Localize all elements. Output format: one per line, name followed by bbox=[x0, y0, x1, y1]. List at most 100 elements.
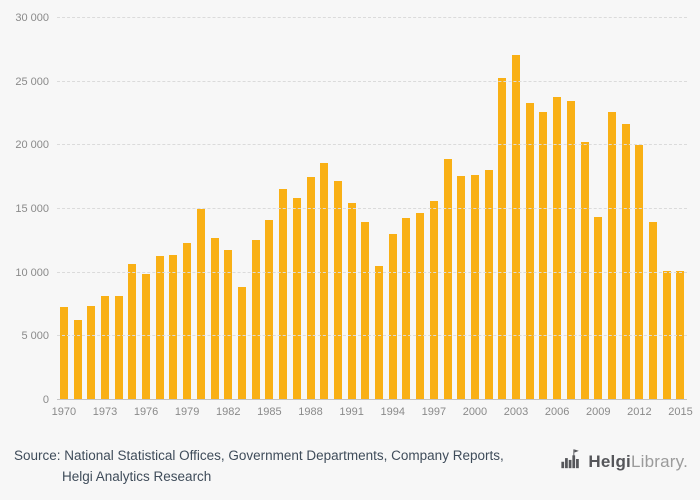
bar-1991 bbox=[347, 202, 356, 400]
bar-slot: 1976 bbox=[134, 18, 158, 418]
bar-slot bbox=[331, 18, 345, 400]
bar-1972 bbox=[87, 305, 96, 400]
bar-1982 bbox=[224, 249, 233, 400]
bar-slot: 1982 bbox=[216, 18, 241, 418]
bar-slot bbox=[372, 18, 386, 400]
bar-2001 bbox=[484, 169, 493, 400]
bar-2002 bbox=[498, 77, 507, 400]
bar-1979 bbox=[183, 243, 192, 400]
plot-area: 1970 1973 1976 1979 1982 1985 1988 1991 1994 1997… bbox=[15, 12, 693, 418]
source-note: Source: National Statistical Offices, Go… bbox=[14, 446, 504, 488]
bar-1973 bbox=[100, 295, 109, 400]
y-axis-tick-label: 5 000 bbox=[21, 330, 49, 343]
bar-1987 bbox=[292, 197, 301, 400]
bar-1989 bbox=[320, 163, 329, 400]
bar-1988 bbox=[306, 177, 315, 400]
bar-1999 bbox=[457, 175, 466, 400]
bar-slot: 1988 bbox=[298, 18, 323, 418]
bar-2005 bbox=[539, 112, 548, 400]
bar-1975 bbox=[128, 263, 137, 400]
y-axis-tick-label: 15 000 bbox=[15, 203, 49, 215]
bar-slot: 2003 bbox=[504, 18, 528, 418]
y-axis-tick-label: 20 000 bbox=[15, 139, 49, 152]
bar-slot: 1985 bbox=[257, 18, 282, 418]
bars: 1970 1973 1976 1979 1982 1985 1988 1991 1994 1997… bbox=[52, 18, 693, 418]
bar-slot bbox=[249, 18, 263, 400]
x-axis-tick-label: 1991 bbox=[339, 406, 364, 418]
bar-slot bbox=[71, 18, 85, 400]
bar-1984 bbox=[251, 239, 260, 400]
bar-slot bbox=[619, 18, 633, 400]
bar-slot: 1997 bbox=[422, 18, 446, 418]
bar-1983 bbox=[237, 286, 246, 400]
bar-slot bbox=[317, 18, 331, 400]
bar-slot: 2006 bbox=[545, 18, 569, 418]
bar-1992 bbox=[361, 221, 370, 400]
gridline: 10 000 bbox=[15, 267, 687, 279]
bar-slot bbox=[413, 18, 427, 400]
bar-slot bbox=[126, 18, 140, 400]
bar-2008 bbox=[580, 141, 589, 400]
bar-1986 bbox=[279, 188, 288, 400]
bar-slot: 1979 bbox=[175, 18, 199, 418]
bar-1976 bbox=[142, 273, 151, 400]
bar-slot: 1994 bbox=[380, 18, 405, 418]
x-axis-tick-label: 1970 bbox=[51, 406, 77, 418]
source-line-1: Source: National Statistical Offices, Go… bbox=[14, 448, 504, 463]
bar-slot bbox=[523, 18, 537, 400]
helgi-library-logo: HelgiLibrary. bbox=[560, 448, 688, 475]
x-axis-tick-label: 2009 bbox=[586, 406, 611, 418]
logo-helgi-text: Helgi bbox=[588, 451, 631, 471]
gridline: 30 000 bbox=[15, 12, 687, 24]
bar-slot bbox=[537, 18, 551, 400]
bar-slot: 2000 bbox=[463, 18, 487, 418]
bar-1997 bbox=[429, 201, 438, 400]
bar-slot bbox=[290, 18, 304, 400]
x-axis-tick-label: 1982 bbox=[216, 406, 241, 418]
bar-2012 bbox=[635, 145, 644, 400]
logo-wordmark: HelgiLibrary. bbox=[588, 452, 688, 472]
bar-2007 bbox=[566, 100, 575, 400]
bar-slot bbox=[194, 18, 208, 400]
source-line-2: Helgi Analytics Research bbox=[62, 468, 212, 484]
bar-1990 bbox=[333, 181, 342, 400]
bar-2009 bbox=[594, 216, 603, 400]
bar-slot bbox=[84, 18, 98, 400]
bar-slot bbox=[400, 18, 414, 400]
gridline: 25 000 bbox=[15, 76, 687, 88]
bar-slot bbox=[167, 18, 181, 400]
bar-slot: 2015 bbox=[668, 18, 693, 418]
bar-slot bbox=[358, 18, 372, 400]
bar-slot bbox=[441, 18, 455, 400]
bar-1974 bbox=[114, 295, 123, 400]
castle-icon bbox=[560, 448, 582, 475]
x-axis-tick-label: 1988 bbox=[298, 406, 323, 418]
x-axis-tick-label: 2015 bbox=[668, 406, 693, 418]
x-axis-tick-label: 2000 bbox=[462, 406, 488, 418]
bar-1993 bbox=[375, 266, 384, 400]
x-axis-tick-label: 2006 bbox=[544, 406, 570, 418]
bar-2006 bbox=[553, 96, 562, 400]
bar-slot bbox=[496, 18, 510, 400]
y-axis-tick-label: 30 000 bbox=[15, 12, 49, 24]
bar-2003 bbox=[512, 54, 521, 400]
x-axis-tick-label: 1979 bbox=[174, 406, 200, 418]
bar-2013 bbox=[649, 221, 658, 400]
bar-slot bbox=[454, 18, 468, 400]
x-axis-tick-label: 1973 bbox=[92, 406, 118, 418]
bar-slot bbox=[660, 18, 674, 400]
bar-2011 bbox=[621, 123, 630, 400]
bar-1998 bbox=[443, 159, 452, 400]
bar-1996 bbox=[416, 212, 425, 400]
bar-1977 bbox=[155, 256, 164, 400]
bar-1970 bbox=[59, 307, 68, 400]
bar-2000 bbox=[470, 174, 479, 400]
bar-slot bbox=[153, 18, 167, 400]
bar-slot bbox=[112, 18, 126, 400]
bar-slot bbox=[564, 18, 578, 400]
gridline: 15 000 bbox=[15, 203, 687, 215]
gridline: 20 000 bbox=[15, 139, 687, 151]
bar-1995 bbox=[402, 217, 411, 400]
bar-2010 bbox=[607, 112, 616, 400]
